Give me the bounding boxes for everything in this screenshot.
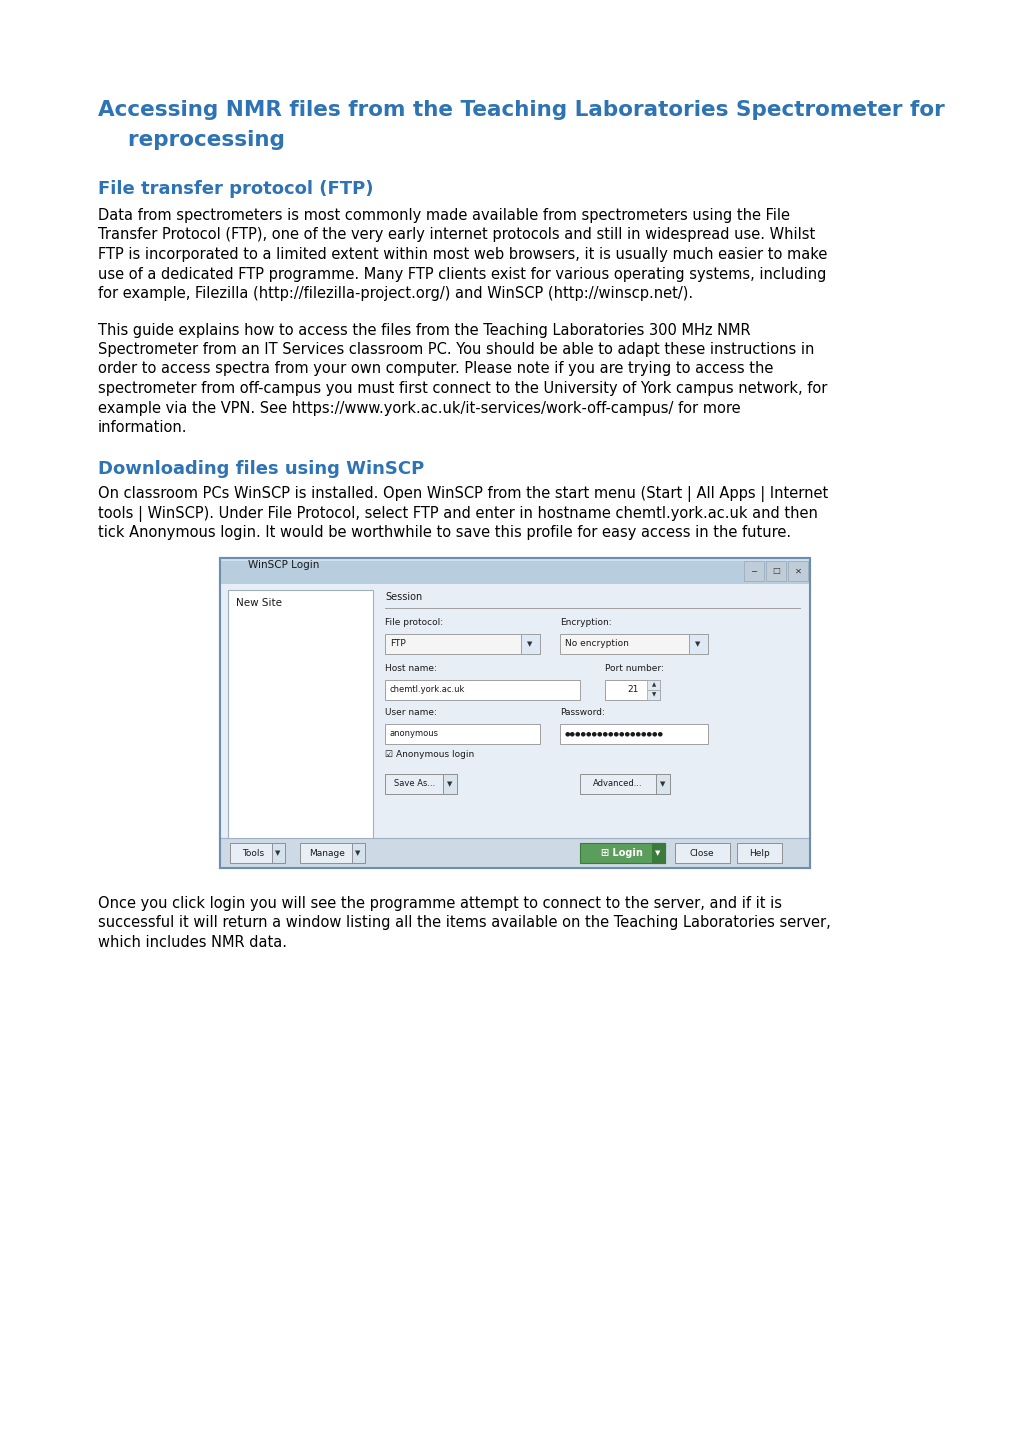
Bar xyxy=(228,590,373,838)
Bar xyxy=(220,558,809,869)
Text: On classroom PCs WinSCP is installed. Open WinSCP from the start menu (Start | A: On classroom PCs WinSCP is installed. Op… xyxy=(98,486,827,502)
Text: ▲: ▲ xyxy=(651,683,655,687)
Text: for example, Filezilla (http://filezilla-project.org/) and WinSCP (http://winscp: for example, Filezilla (http://filezilla… xyxy=(98,286,693,302)
Text: File protocol:: File protocol: xyxy=(384,618,442,628)
Bar xyxy=(743,561,763,582)
Text: ▼: ▼ xyxy=(527,641,532,646)
Text: ▼: ▼ xyxy=(659,781,665,786)
Text: Manage: Manage xyxy=(309,848,344,857)
Bar xyxy=(300,843,365,863)
Text: Advanced...: Advanced... xyxy=(593,779,642,788)
Text: ⊞ Login: ⊞ Login xyxy=(600,848,642,859)
Bar xyxy=(220,558,809,561)
Bar xyxy=(220,558,809,584)
Text: which includes NMR data.: which includes NMR data. xyxy=(98,935,286,949)
Text: anonymous: anonymous xyxy=(389,730,438,739)
Bar xyxy=(559,633,707,654)
Bar xyxy=(559,724,707,745)
Bar xyxy=(220,558,809,869)
Bar xyxy=(655,773,669,794)
Text: ▼: ▼ xyxy=(651,693,655,697)
Text: WinSCP Login: WinSCP Login xyxy=(248,560,319,570)
Text: Help: Help xyxy=(748,848,768,857)
Bar xyxy=(384,680,580,700)
Text: ✕: ✕ xyxy=(794,567,801,576)
Text: Close: Close xyxy=(689,848,713,857)
Text: ─: ─ xyxy=(751,567,756,576)
Text: Downloading files using WinSCP: Downloading files using WinSCP xyxy=(98,460,424,479)
Text: Data from spectrometers is most commonly made available from spectrometers using: Data from spectrometers is most commonly… xyxy=(98,208,790,224)
Text: FTP is incorporated to a limited extent within most web browsers, it is usually : FTP is incorporated to a limited extent … xyxy=(98,247,826,263)
Bar xyxy=(220,838,809,869)
Bar xyxy=(384,773,457,794)
Text: Spectrometer from an IT Services classroom PC. You should be able to adapt these: Spectrometer from an IT Services classro… xyxy=(98,342,813,356)
Bar xyxy=(384,633,539,654)
Text: Encryption:: Encryption: xyxy=(559,618,611,628)
Text: ▼: ▼ xyxy=(695,641,700,646)
Bar xyxy=(688,633,707,654)
Bar xyxy=(646,680,659,690)
Text: spectrometer from off-campus you must first connect to the University of York ca: spectrometer from off-campus you must fi… xyxy=(98,381,826,395)
Text: □: □ xyxy=(771,567,780,576)
Text: Port number:: Port number: xyxy=(604,664,663,672)
Text: ▼: ▼ xyxy=(355,850,361,856)
Text: Tools: Tools xyxy=(242,848,264,857)
Text: 21: 21 xyxy=(627,685,638,694)
Bar xyxy=(384,724,539,745)
Text: Session: Session xyxy=(384,592,422,602)
Text: ▼: ▼ xyxy=(447,781,452,786)
Bar xyxy=(272,843,284,863)
Bar xyxy=(580,773,669,794)
Text: ▼: ▼ xyxy=(275,850,280,856)
Text: chemtl.york.ac.uk: chemtl.york.ac.uk xyxy=(389,685,465,694)
Text: Host name:: Host name: xyxy=(384,664,436,672)
Bar xyxy=(788,561,807,582)
Text: example via the VPN. See https://www.york.ac.uk/it-services/work-off-campus/ for: example via the VPN. See https://www.yor… xyxy=(98,401,740,416)
Bar xyxy=(737,843,782,863)
Text: order to access spectra from your own computer. Please note if you are trying to: order to access spectra from your own co… xyxy=(98,362,772,377)
Bar xyxy=(229,843,284,863)
Bar xyxy=(604,680,659,700)
Bar xyxy=(580,843,664,863)
Bar xyxy=(765,561,786,582)
Text: ●●●●●●●●●●●●●●●●●●: ●●●●●●●●●●●●●●●●●● xyxy=(565,732,663,736)
Text: Once you click login you will see the programme attempt to connect to the server: Once you click login you will see the pr… xyxy=(98,896,782,911)
Text: New Site: New Site xyxy=(235,597,281,608)
Bar xyxy=(651,843,664,863)
Bar xyxy=(442,773,457,794)
Bar xyxy=(220,584,809,869)
Bar xyxy=(521,633,539,654)
Text: Transfer Protocol (FTP), one of the very early internet protocols and still in w: Transfer Protocol (FTP), one of the very… xyxy=(98,228,814,242)
Bar xyxy=(646,690,659,700)
Text: tick Anonymous login. It would be worthwhile to save this profile for easy acces: tick Anonymous login. It would be worthw… xyxy=(98,525,791,541)
Text: User name:: User name: xyxy=(384,709,436,717)
Text: Accessing NMR files from the Teaching Laboratories Spectrometer for: Accessing NMR files from the Teaching La… xyxy=(98,100,944,120)
Bar xyxy=(352,843,365,863)
Text: Password:: Password: xyxy=(559,709,604,717)
Text: Save As...: Save As... xyxy=(394,779,435,788)
Text: File transfer protocol (FTP): File transfer protocol (FTP) xyxy=(98,180,373,198)
Text: reprocessing: reprocessing xyxy=(98,130,284,150)
Text: ▼: ▼ xyxy=(654,850,660,856)
Text: information.: information. xyxy=(98,420,187,434)
Text: ☑ Anonymous login: ☑ Anonymous login xyxy=(384,750,474,759)
Text: tools | WinSCP). Under File Protocol, select FTP and enter in hostname chemtl.yo: tools | WinSCP). Under File Protocol, se… xyxy=(98,506,817,522)
Text: No encryption: No encryption xyxy=(565,639,629,648)
Bar xyxy=(675,843,730,863)
Text: successful it will return a window listing all the items available on the Teachi: successful it will return a window listi… xyxy=(98,915,829,931)
Text: use of a dedicated FTP programme. Many FTP clients exist for various operating s: use of a dedicated FTP programme. Many F… xyxy=(98,267,825,281)
Text: FTP: FTP xyxy=(389,639,406,648)
Text: This guide explains how to access the files from the Teaching Laboratories 300 M: This guide explains how to access the fi… xyxy=(98,322,750,338)
